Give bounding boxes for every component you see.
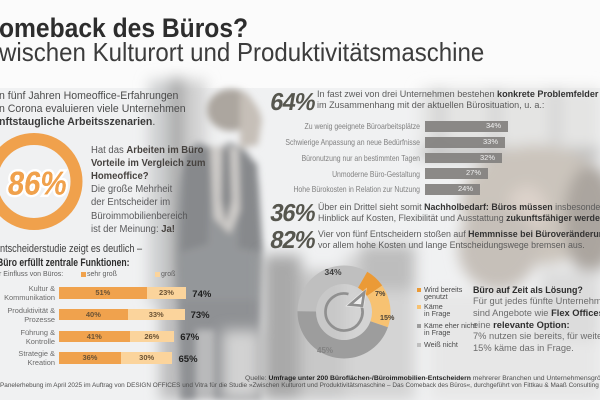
- svg-text:86%: 86%: [6, 165, 70, 202]
- svg-text:86%: 86%: [6, 165, 70, 202]
